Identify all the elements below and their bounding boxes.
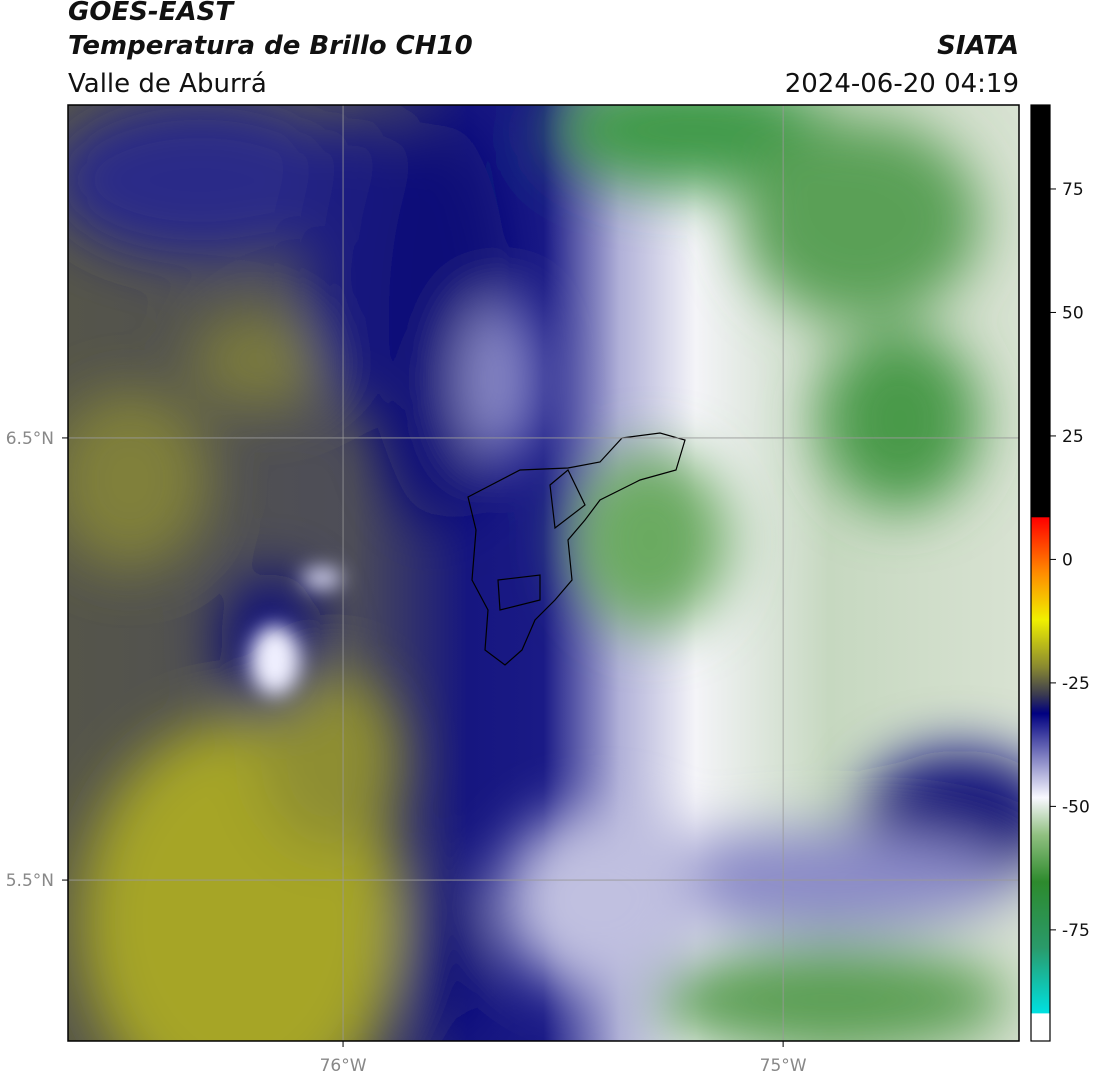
datetime: 2024-06-20 04:19 [785,69,1019,99]
brightness-field [68,105,1019,1041]
x-tick-label: 75°W [760,1056,807,1076]
colorbar-tick-label: 25 [1062,427,1084,447]
region: Valle de Aburrá [68,69,267,99]
colorbar-tick-label: 0 [1062,550,1073,570]
colorbar-tick-label: 75 [1062,180,1084,200]
colorbar [1030,104,1051,1042]
colorbar-tick-label: -50 [1062,797,1090,817]
subtitle: Temperatura de Brillo CH10 [68,31,473,61]
colorbar-tick-label: 50 [1062,303,1084,323]
source: SIATA [937,31,1019,61]
colorbar-tick-label: -25 [1062,674,1090,694]
x-tick-label: 76°W [320,1056,367,1076]
map-frame [67,104,1020,1042]
y-tick-label: 6.5°N [6,429,54,449]
colorbar-tick-label: -75 [1062,921,1090,941]
y-tick-label: 5.5°N [6,871,54,891]
title: GOES-EAST [68,0,235,27]
